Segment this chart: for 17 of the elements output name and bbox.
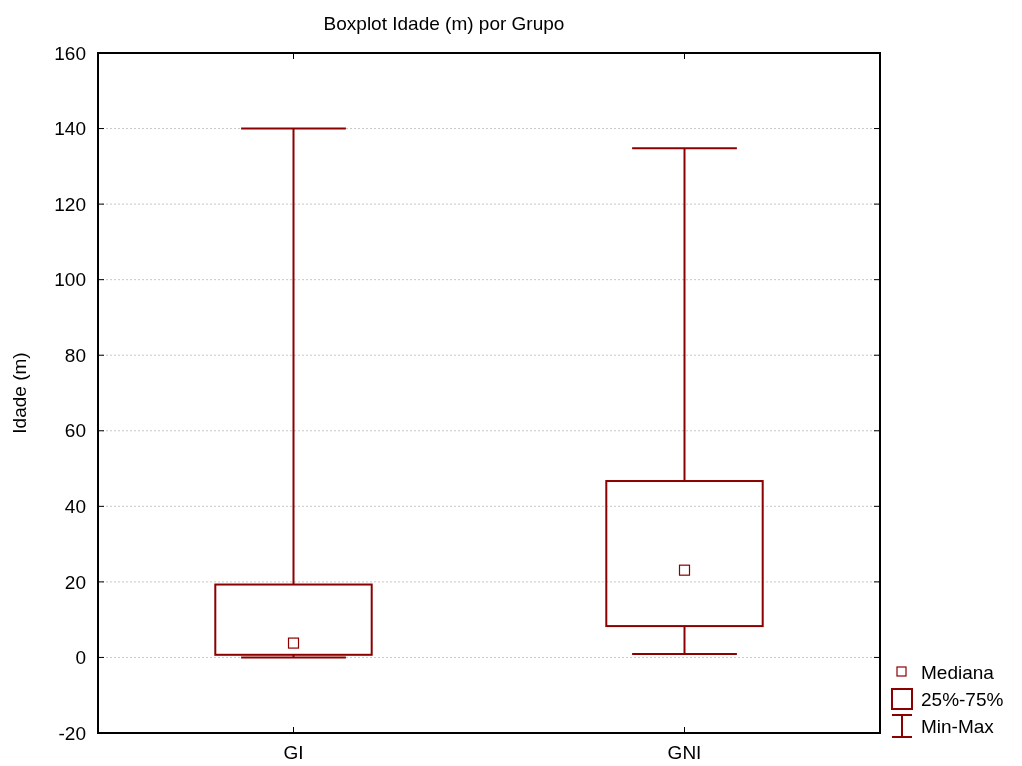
y-tick-label: 60 bbox=[64, 420, 86, 442]
text: 25%-75% bbox=[921, 688, 1004, 710]
x-tick-label: GNI bbox=[667, 742, 702, 763]
y-tick-label: 80 bbox=[64, 344, 86, 366]
y-tick-label: 20 bbox=[64, 571, 86, 593]
chart-title: Boxplot Idade (m) por Grupo bbox=[323, 13, 565, 34]
text: Min-Max bbox=[921, 715, 995, 737]
y-tick-label: 40 bbox=[64, 495, 86, 517]
x-tick-label: GI bbox=[283, 742, 304, 763]
y-tick-label: 160 bbox=[54, 42, 86, 64]
y-tick-label: 0 bbox=[75, 647, 86, 669]
y-tick-label: 100 bbox=[54, 269, 86, 291]
y-axis-title: Idade (m) bbox=[9, 352, 30, 434]
y-tick-label: -20 bbox=[58, 722, 86, 744]
y-tick-label: 120 bbox=[54, 193, 86, 215]
y-tick-label: 140 bbox=[54, 118, 86, 140]
text: Mediana bbox=[921, 661, 995, 683]
